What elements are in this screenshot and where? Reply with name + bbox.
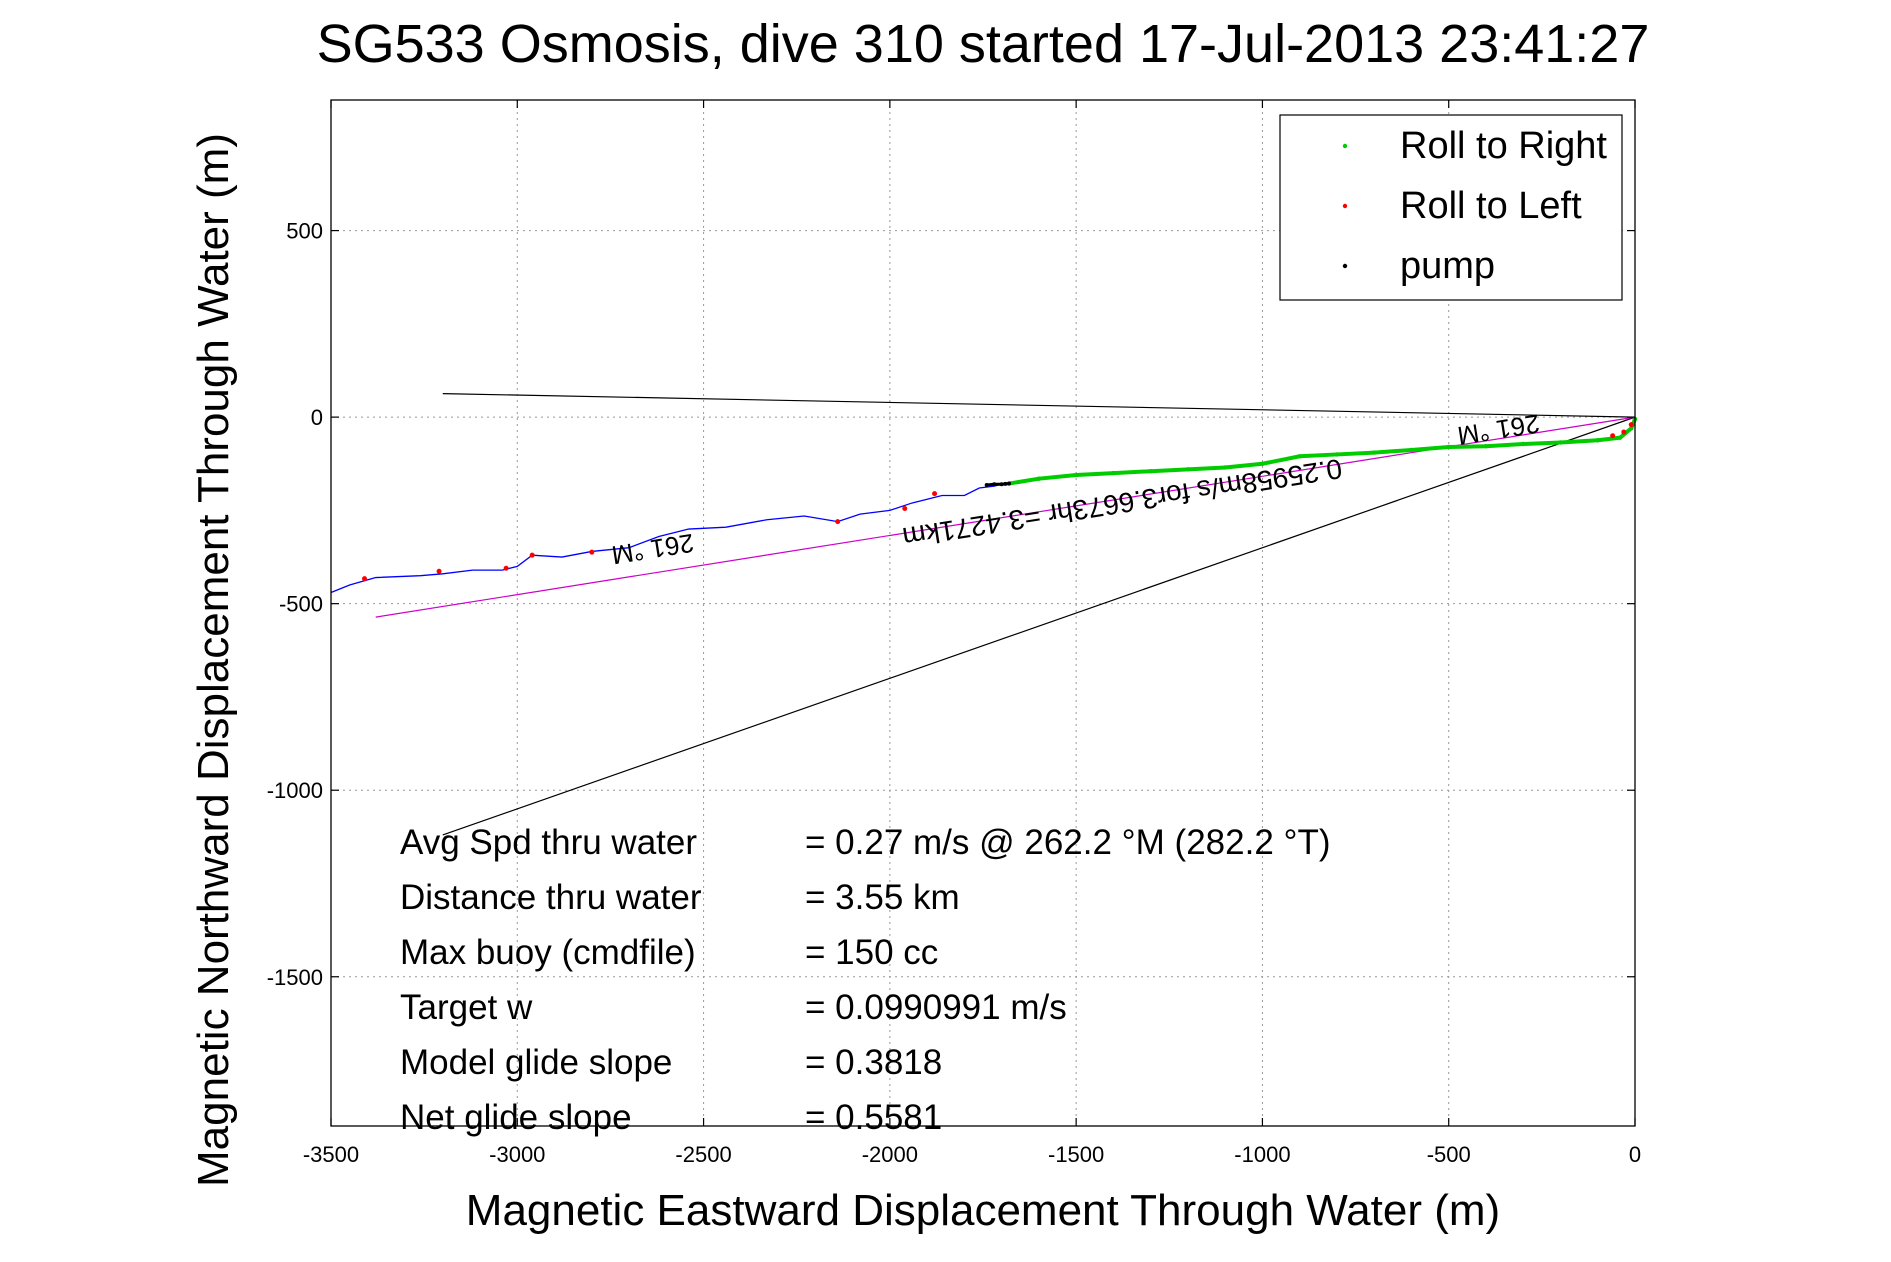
roll-right-point	[1617, 435, 1623, 440]
roll-right-point	[1260, 461, 1265, 466]
legend-marker	[1342, 203, 1348, 209]
data-series	[330, 416, 1638, 594]
y-tick-label: -1000	[267, 778, 323, 803]
legend-label: Roll to Left	[1400, 185, 1582, 227]
y-tick-labels: 500 0 -500 -1000 -1500	[267, 219, 323, 990]
pump-point	[992, 482, 997, 487]
x-tick-label: -2500	[675, 1142, 731, 1167]
x-tick-labels: -3500 -3000 -2500 -2000 -1500 -1000 -500 0	[303, 1142, 1641, 1167]
roll-right-point	[1185, 467, 1191, 472]
legend-label: Roll to Right	[1400, 125, 1607, 167]
roll-right-point	[1222, 465, 1228, 470]
y-tick-label: 0	[311, 405, 323, 430]
legend: Roll to Right Roll to Left pump	[1279, 114, 1623, 301]
roll-left-point	[1621, 429, 1627, 435]
x-tick-label: -1000	[1234, 1142, 1290, 1167]
chart-title: SG533 Osmosis, dive 310 started 17-Jul-2…	[317, 14, 1650, 74]
stat-value: = 0.5581	[805, 1098, 942, 1137]
roll-right-point	[1036, 476, 1042, 481]
pump-point	[984, 483, 989, 488]
roll-left-point	[362, 576, 368, 582]
x-tick-label: 0	[1629, 1142, 1641, 1167]
plot-frame	[330, 99, 1636, 1127]
stat-value: = 0.0990991 m/s	[805, 988, 1067, 1027]
roll-left-point	[1610, 433, 1616, 439]
roll-right-point	[1483, 444, 1489, 449]
stat-label: Distance thru water	[400, 878, 702, 917]
pump-point	[1003, 481, 1008, 486]
x-tick-label: -2000	[862, 1142, 918, 1167]
roll-right-point	[1409, 447, 1414, 453]
roll-right-point	[1297, 454, 1302, 459]
reference-line	[442, 416, 1636, 836]
x-tick-label: -500	[1427, 1142, 1471, 1167]
stat-value: = 0.27 m/s @ 262.2 °M (282.2 °T)	[805, 823, 1331, 862]
roll-left-point	[835, 519, 841, 525]
x-tick-label: -3000	[489, 1142, 545, 1167]
axis-ticks	[330, 100, 1636, 1126]
pump-point	[999, 482, 1004, 487]
stat-label: Net glide slope	[400, 1098, 632, 1137]
roll-right-point	[1111, 470, 1116, 476]
x-axis-label: Magnetic Eastward Displacement Through W…	[466, 1186, 1500, 1235]
roll-right-point	[1148, 469, 1153, 474]
roll-right-point	[1446, 444, 1451, 450]
roll-right-point	[1558, 440, 1563, 445]
roll-left-point	[529, 552, 535, 558]
roll-right-line	[1008, 418, 1637, 486]
legend-marker	[1342, 143, 1348, 149]
roll-right-point	[1595, 438, 1600, 443]
roll-left-point	[436, 568, 442, 574]
stat-value: = 150 cc	[805, 933, 938, 972]
roll-right-point	[1629, 426, 1634, 431]
stats-block: Avg Spd thru water = 0.27 m/s @ 262.2 °M …	[400, 823, 1331, 1137]
roll-right-point	[1521, 441, 1526, 447]
y-tick-label: -1500	[267, 965, 323, 990]
x-tick-label: -3500	[303, 1142, 359, 1167]
stat-label: Max buoy (cmdfile)	[400, 933, 696, 972]
track-line	[330, 483, 1002, 594]
stat-value: = 3.55 km	[805, 878, 960, 917]
stat-label: Avg Spd thru water	[400, 823, 697, 862]
roll-left-point	[902, 506, 908, 512]
roll-right-point	[1334, 452, 1340, 457]
stat-value: = 0.3818	[805, 1043, 942, 1082]
legend-marker	[1342, 263, 1348, 269]
stat-label: Target w	[400, 988, 533, 1027]
legend-label: pump	[1400, 245, 1495, 287]
y-axis-label: Magnetic Northward Displacement Through …	[189, 133, 238, 1187]
roll-left-point	[932, 491, 938, 497]
stat-label: Model glide slope	[400, 1043, 672, 1082]
roll-right-point	[1372, 450, 1377, 455]
y-tick-label: -500	[279, 592, 323, 617]
roll-left-point	[503, 565, 509, 571]
y-tick-label: 500	[286, 219, 323, 244]
roll-right-point	[1073, 472, 1079, 478]
roll-left-point	[1628, 422, 1634, 428]
reference-line	[442, 393, 1636, 418]
x-tick-label: -1500	[1048, 1142, 1104, 1167]
legend-box	[1279, 114, 1623, 301]
roll-left-point	[589, 549, 595, 555]
pump-point	[1007, 481, 1012, 486]
